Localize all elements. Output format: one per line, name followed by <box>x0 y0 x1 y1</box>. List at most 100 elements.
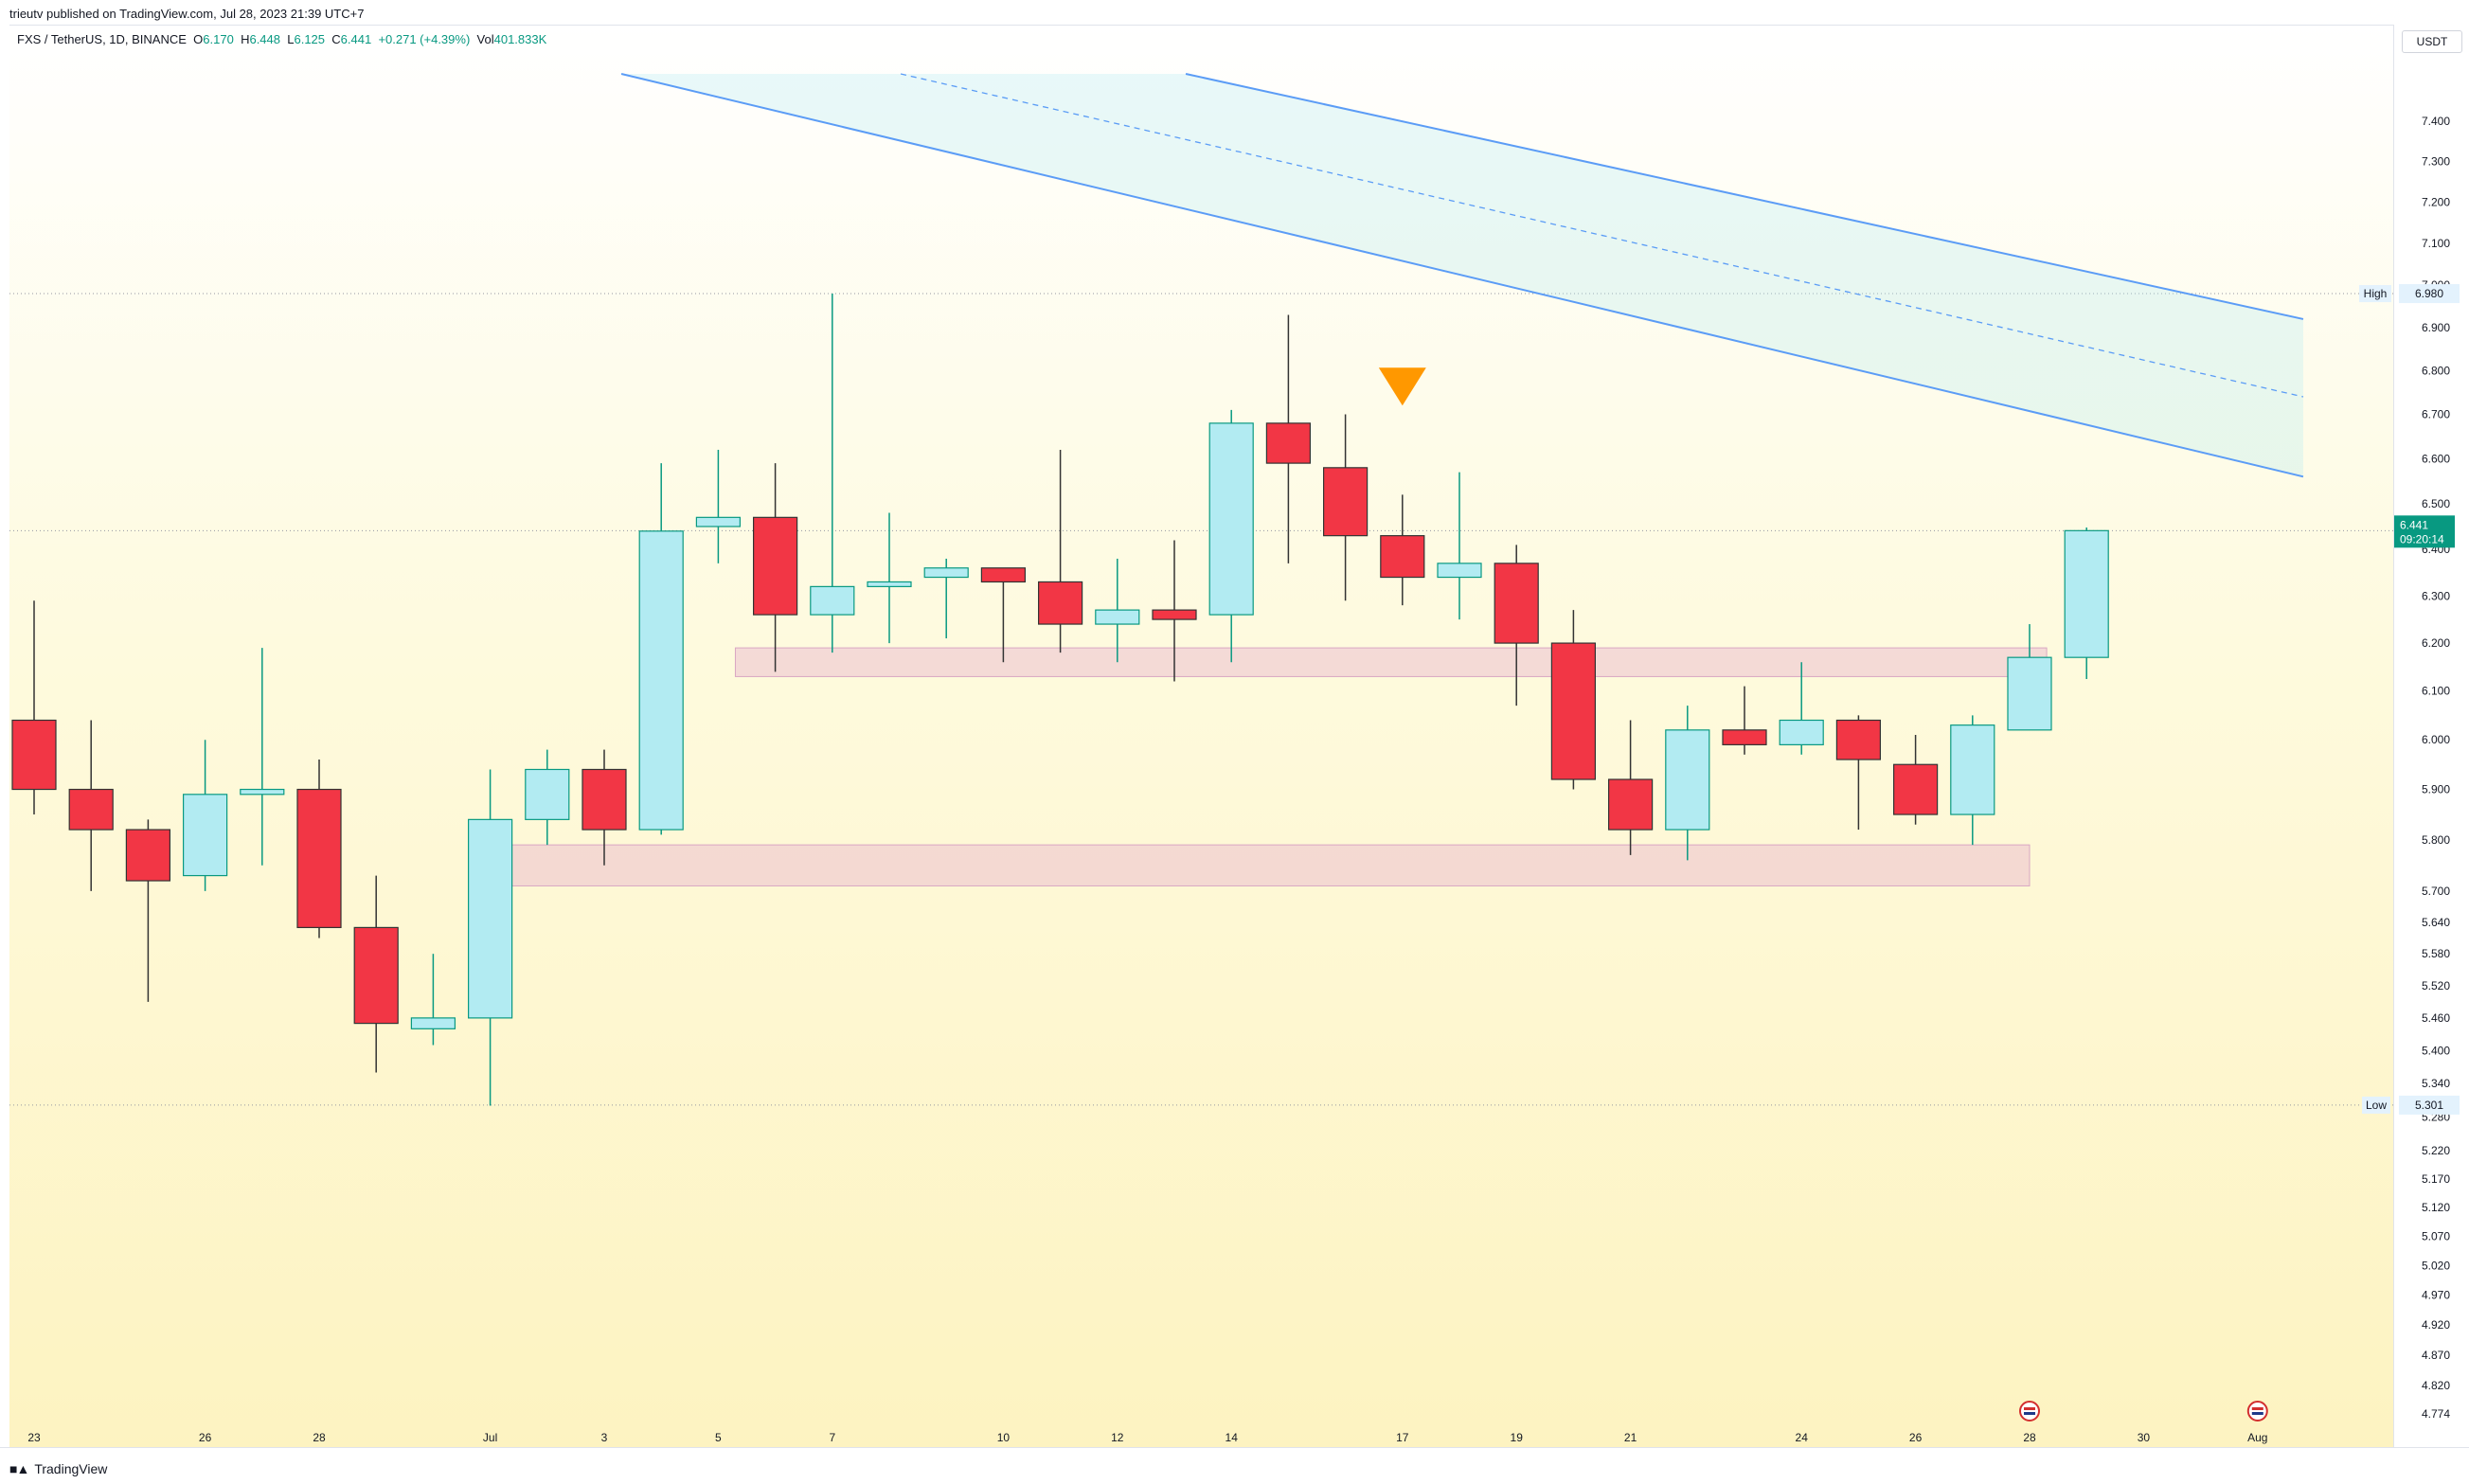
candle-body <box>1380 535 1425 579</box>
price-tick-label: 6.000 <box>2422 733 2450 746</box>
high-value: 6.448 <box>249 32 281 46</box>
us-event-icon-band <box>2024 1412 2035 1415</box>
currency-button[interactable]: USDT <box>2402 30 2462 53</box>
price-tick-label: 5.170 <box>2422 1172 2450 1186</box>
low-value-bg <box>2399 1095 2460 1115</box>
candle-body <box>1208 422 1254 616</box>
volume-value: 401.833K <box>493 32 547 46</box>
candle-body <box>1892 763 1939 815</box>
support-zone-2 <box>490 844 2031 886</box>
channel-fill <box>621 74 2303 477</box>
candle-body <box>1665 729 1710 831</box>
support-zone-1 <box>734 647 2048 677</box>
price-tick-label: 5.700 <box>2422 885 2450 898</box>
candle-body <box>11 719 57 791</box>
channel-upper-line <box>1185 73 2304 320</box>
low-tag-label: Low <box>2366 1099 2387 1112</box>
close-label: C <box>331 32 341 46</box>
last-price-countdown: 09:20:14 <box>2400 532 2444 545</box>
candle-body <box>2007 656 2052 731</box>
candle-body <box>1265 422 1312 464</box>
date-tick-label: 10 <box>997 1431 1011 1444</box>
date-tick-label: 26 <box>199 1431 212 1444</box>
low-value-label: 5.301 <box>2415 1099 2443 1112</box>
publish-header: trieutv published on TradingView.com, Ju… <box>0 0 2469 25</box>
price-tick-label: 4.774 <box>2422 1407 2450 1421</box>
price-tick-label: 6.800 <box>2422 364 2450 377</box>
channel-lower-line <box>620 73 2304 478</box>
candle-body <box>1835 719 1882 760</box>
candle-body <box>1322 467 1369 537</box>
date-tick-label: Aug <box>2247 1431 2267 1444</box>
candle-body <box>410 1017 456 1029</box>
candle-body <box>1152 609 1197 620</box>
signal-down-triangle <box>1378 367 1426 406</box>
bottom-bar <box>0 1447 2469 1484</box>
candle-body <box>581 768 627 831</box>
date-tick-label: 21 <box>1624 1431 1637 1444</box>
price-tick-label: 5.070 <box>2422 1230 2450 1243</box>
chart-pane[interactable] <box>9 25 2393 1448</box>
candle-body <box>810 585 855 616</box>
date-tick-label: 17 <box>1396 1431 1409 1444</box>
high-tag-bg <box>2359 285 2391 303</box>
price-tick-label: 6.700 <box>2422 408 2450 421</box>
price-tick-label: 5.340 <box>2422 1077 2450 1090</box>
date-tick-label: 5 <box>715 1431 722 1444</box>
price-tick-label: 6.500 <box>2422 497 2450 510</box>
candle-body <box>468 818 513 1019</box>
price-tick-label: 7.300 <box>2422 154 2450 168</box>
symbol-pair: FXS / TetherUS, 1D, BINANCE <box>17 32 187 46</box>
symbol-legend: FXS / TetherUS, 1D, BINANCE O6.170 H6.44… <box>17 32 546 46</box>
candle-body <box>923 567 969 579</box>
channel-mid-line <box>900 73 2304 398</box>
candle-body <box>1550 642 1597 780</box>
price-tick-label: 7.100 <box>2422 237 2450 250</box>
publish-info: trieutv published on TradingView.com, Ju… <box>9 7 365 21</box>
us-event-icon-stripe <box>2024 1407 2035 1410</box>
tradingview-brand[interactable]: ■▲ TradingView <box>9 1461 107 1476</box>
price-tick-label: 5.900 <box>2422 783 2450 796</box>
brand-name: TradingView <box>34 1461 108 1476</box>
candle-body <box>1607 778 1654 831</box>
date-tick-label: 28 <box>2023 1431 2036 1444</box>
price-tick-label: 5.640 <box>2422 916 2450 929</box>
candle-body <box>695 516 742 527</box>
date-tick-label: 23 <box>27 1431 41 1444</box>
high-label: H <box>241 32 250 46</box>
candle-body <box>296 788 342 929</box>
candle-body <box>1722 729 1767 745</box>
high-tag-label: High <box>2364 287 2388 300</box>
candle-body <box>353 926 399 1025</box>
plot-group <box>9 73 2393 1106</box>
price-tick-label: 5.220 <box>2422 1144 2450 1157</box>
us-event-icon-band <box>2251 1412 2263 1415</box>
price-axis[interactable] <box>2393 25 2469 1447</box>
candle-body <box>1095 609 1140 625</box>
date-tick-label: 28 <box>313 1431 326 1444</box>
date-tick-label: 3 <box>601 1431 608 1444</box>
candle-body <box>1437 563 1482 579</box>
high-value-label: 6.980 <box>2415 287 2443 300</box>
volume-label: Vol <box>476 32 494 46</box>
price-tick-label: 6.300 <box>2422 589 2450 602</box>
price-tick-label: 4.820 <box>2422 1379 2450 1392</box>
us-event-icon <box>2246 1401 2268 1421</box>
candle-body <box>525 768 570 820</box>
candle-body <box>638 530 684 831</box>
low-label: L <box>287 32 295 46</box>
high-value-bg <box>2399 284 2460 304</box>
us-event-icon <box>2019 1401 2040 1421</box>
candle-body <box>980 567 1027 583</box>
date-tick-label: 14 <box>1226 1431 1239 1444</box>
last-price-value: 6.441 <box>2400 518 2428 531</box>
candle-body <box>1037 581 1083 625</box>
candle-body <box>1494 563 1539 644</box>
candle-body <box>240 788 285 796</box>
tradingview-logo-icon: ■▲ <box>9 1461 29 1476</box>
price-tick-label: 5.400 <box>2422 1044 2450 1057</box>
price-tick-label: 7.200 <box>2422 195 2450 208</box>
candle-body <box>1950 724 1995 815</box>
price-tick-label: 6.900 <box>2422 321 2450 334</box>
